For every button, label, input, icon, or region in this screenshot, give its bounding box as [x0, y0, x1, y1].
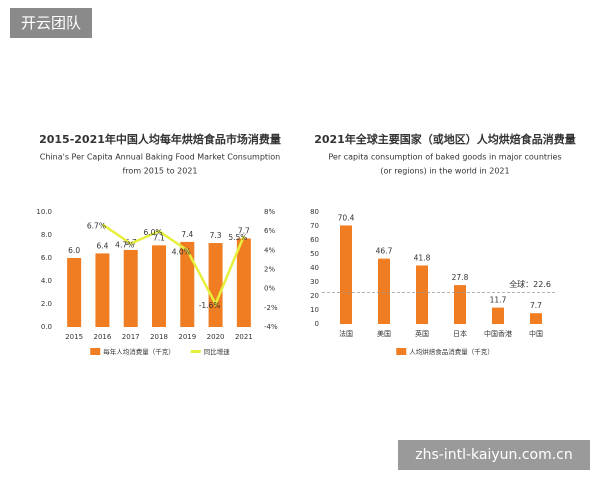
y-tick-label: 8.0 — [41, 231, 52, 239]
x-tick-label: 英国 — [415, 329, 429, 338]
x-tick-label: 中国 — [529, 329, 543, 338]
y2-tick-label: 6% — [264, 227, 275, 235]
bar — [416, 265, 428, 324]
bar — [340, 225, 352, 324]
y-tick-label: 10.0 — [36, 208, 52, 216]
value-label: 6.7% — [87, 221, 106, 230]
x-tick-label: 2017 — [122, 333, 140, 341]
line — [101, 223, 246, 307]
chart-subtitle: Per capita consumption of baked goods in… — [328, 153, 561, 162]
y-tick-label: 0.0 — [41, 323, 52, 331]
y2-tick-label: 8% — [264, 208, 275, 216]
y-tick-label: 2.0 — [41, 300, 52, 308]
y-tick-label: 50 — [310, 250, 319, 258]
bar — [236, 238, 251, 327]
chart-subtitle: China's Per Capita Annual Baking Food Ma… — [40, 153, 280, 162]
bar — [208, 243, 223, 327]
bar — [123, 249, 138, 327]
legend-swatch — [90, 348, 101, 355]
value-label: 7.3 — [210, 231, 222, 240]
y2-tick-label: 0% — [264, 285, 275, 293]
bar — [95, 253, 110, 327]
x-tick-label: 美国 — [377, 329, 391, 338]
value-label: 5.5% — [228, 233, 247, 242]
x-tick-label: 日本 — [453, 329, 467, 338]
x-tick-label: 2021 — [235, 333, 253, 341]
chart-title: 2021年全球主要国家（或地区）人均烘焙食品消费量 — [314, 132, 576, 146]
bar — [152, 245, 166, 327]
y-tick-label: 80 — [310, 208, 319, 216]
chart-subtitle: from 2015 to 2021 — [123, 167, 198, 176]
y-tick-label: 10 — [310, 306, 319, 314]
value-label: 6.0% — [143, 228, 162, 237]
y-tick-label: 60 — [310, 236, 319, 244]
value-label: 7.7 — [238, 226, 250, 235]
chart-title: 2015-2021年中国人均每年烘焙食品市场消费量 — [39, 132, 281, 146]
legend-label: 同比增速 — [204, 347, 231, 356]
bar — [492, 307, 504, 324]
bar — [530, 313, 542, 324]
y-tick-label: 70 — [310, 222, 319, 230]
legend-label: 人均烘焙食品消费量（千克） — [409, 347, 494, 356]
value-label: 27.8 — [452, 273, 469, 282]
value-label: 7.1 — [153, 233, 165, 242]
watermark: zhs-intl-kaiyun.com.cn — [398, 440, 590, 470]
value-label: -1.6% — [199, 301, 221, 310]
y2-tick-label: -2% — [264, 304, 278, 312]
y-tick-label: 40 — [310, 264, 319, 272]
value-label: 4.7% — [115, 241, 134, 250]
y-tick-label: 30 — [310, 278, 319, 286]
bar — [67, 258, 82, 327]
bar — [378, 258, 390, 324]
badge: 开云团队 — [10, 8, 92, 38]
x-tick-label: 中国香港 — [484, 329, 512, 338]
y-tick-label: 20 — [310, 292, 319, 300]
chart-subtitle: (or regions) in the world in 2021 — [380, 167, 509, 176]
value-label: 7.7 — [530, 301, 542, 310]
y2-tick-label: -4% — [264, 323, 278, 331]
x-tick-label: 2018 — [150, 333, 168, 341]
legend-swatch — [190, 350, 201, 353]
value-label: 6.4 — [96, 241, 108, 250]
y-tick-label: 6.0 — [41, 254, 52, 262]
value-label: 70.4 — [338, 213, 355, 222]
value-label: 11.7 — [490, 296, 507, 305]
value-label: 4.0% — [172, 247, 191, 256]
value-label: 6.0 — [68, 246, 80, 255]
legend-swatch — [396, 348, 407, 355]
x-tick-label: 2020 — [207, 333, 225, 341]
y-tick-label: 4.0 — [41, 277, 52, 285]
y2-tick-label: 2% — [264, 266, 275, 274]
reference-label: 全球：22.6 — [509, 279, 551, 289]
x-tick-label: 法国 — [339, 329, 353, 338]
legend-label: 每年人均消费量（千克） — [103, 347, 175, 356]
bar — [454, 285, 466, 324]
y2-tick-label: 4% — [264, 246, 275, 254]
value-label: 7.4 — [181, 230, 193, 239]
x-tick-label: 2015 — [65, 333, 83, 341]
value-label: 41.8 — [414, 253, 431, 262]
x-tick-label: 2016 — [94, 333, 112, 341]
x-tick-label: 2019 — [178, 333, 196, 341]
value-label: 46.7 — [376, 247, 393, 256]
y-tick-label: 0 — [315, 320, 319, 328]
bar — [180, 241, 195, 327]
